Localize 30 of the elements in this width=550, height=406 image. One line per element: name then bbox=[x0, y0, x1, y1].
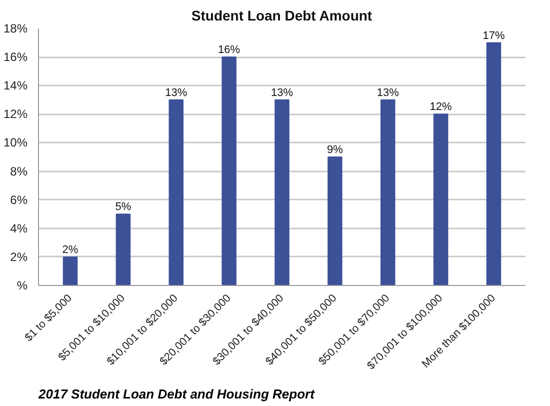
bar bbox=[222, 56, 236, 286]
bar bbox=[168, 99, 184, 286]
data-label: 12% bbox=[430, 101, 452, 114]
data-label: 9% bbox=[326, 144, 344, 156]
bar bbox=[486, 42, 502, 286]
y-tick-label: 18% bbox=[3, 22, 28, 36]
y-tick-label: % bbox=[16, 278, 28, 292]
data-label: 13% bbox=[165, 86, 188, 99]
data-label: 5% bbox=[115, 201, 132, 214]
y-tick-label: 14% bbox=[3, 78, 28, 93]
data-label: 2% bbox=[62, 244, 78, 256]
y-tick-label: 6% bbox=[10, 192, 28, 207]
y-tick-label: 4% bbox=[10, 221, 28, 236]
y-tick-label: 10% bbox=[3, 136, 28, 150]
chart-title: Student Loan Debt Amount bbox=[191, 8, 372, 24]
y-tick-label: 16% bbox=[3, 50, 28, 64]
y-tick-label: 8% bbox=[10, 164, 28, 178]
bar bbox=[433, 114, 448, 286]
bar bbox=[62, 256, 78, 286]
y-tick-label: 12% bbox=[3, 107, 28, 122]
bar bbox=[274, 99, 290, 286]
bar bbox=[328, 156, 342, 286]
data-label: 17% bbox=[482, 30, 505, 42]
data-label: 16% bbox=[218, 44, 240, 56]
y-tick-label: 2% bbox=[10, 250, 28, 264]
bar bbox=[116, 214, 131, 286]
data-label: 13% bbox=[270, 86, 294, 99]
text: 2017 Student Loan Debt and Housing Report bbox=[38, 386, 316, 402]
data-label: 13% bbox=[376, 86, 400, 99]
bar bbox=[380, 99, 396, 286]
